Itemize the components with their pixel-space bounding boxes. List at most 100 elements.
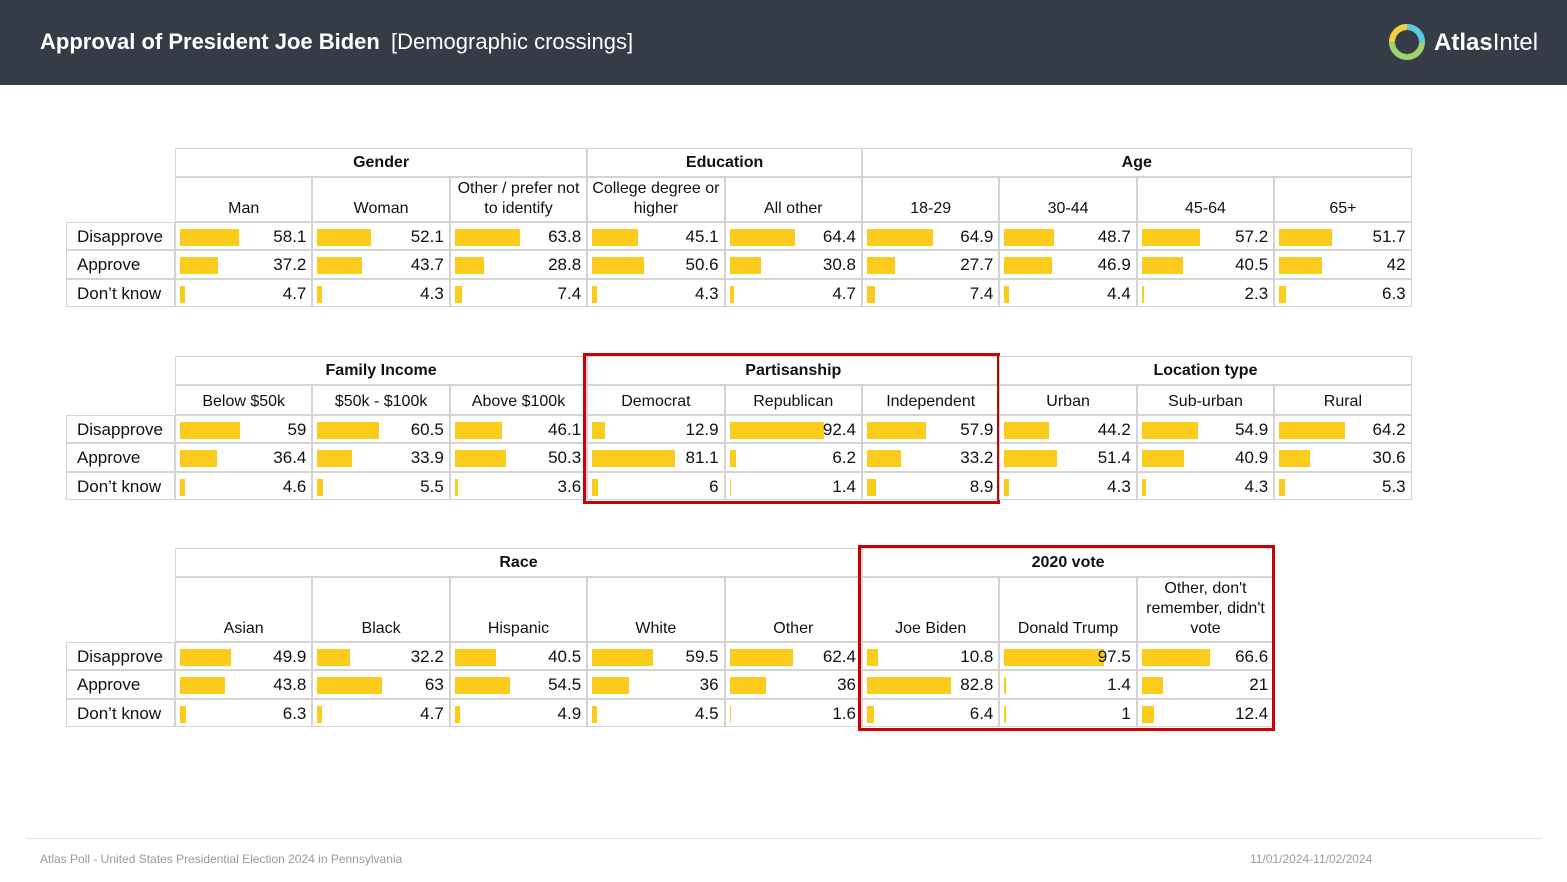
value-bar <box>729 422 824 439</box>
value-label: 4.3 <box>1107 476 1131 496</box>
data-cell: 32.2 <box>312 642 450 671</box>
value-label: 64.2 <box>1372 420 1406 439</box>
value-label: 36.4 <box>273 448 307 468</box>
data-cell: 92.4 <box>724 415 862 444</box>
value-bar <box>1004 257 1053 275</box>
value-bar <box>317 677 382 695</box>
value-label: 44.2 <box>1097 420 1131 439</box>
column-header-45-64: 45-64 <box>1136 177 1275 222</box>
row-label-don-t-know: Don’t know <box>66 278 175 307</box>
value-bar <box>1004 478 1009 496</box>
column-label: Asian <box>223 620 264 637</box>
value-bar <box>1279 257 1323 275</box>
value-label: 3.6 <box>557 476 582 496</box>
value-bar <box>180 229 240 246</box>
value-bar <box>729 478 732 496</box>
value-label: 6 <box>709 476 719 496</box>
data-cell: 4.7 <box>175 278 313 307</box>
data-cell: 57.2 <box>1136 222 1275 251</box>
value-label: 81.1 <box>685 448 719 468</box>
data-cell: 63.8 <box>449 222 588 251</box>
value-bar <box>180 649 231 666</box>
value-bar <box>180 422 241 439</box>
value-label: 33.9 <box>410 448 444 468</box>
value-label: 4.3 <box>1244 476 1269 496</box>
value-label: 48.7 <box>1097 227 1131 246</box>
value-label: 43.8 <box>273 675 307 695</box>
value-label: 40.5 <box>548 647 582 666</box>
data-cell: 27.7 <box>862 250 1000 279</box>
data-cell: 81.1 <box>587 443 725 472</box>
column-label: Woman <box>353 200 409 217</box>
data-cell: 50.6 <box>587 250 725 279</box>
column-label: Democrat <box>621 393 691 410</box>
value-bar <box>729 450 736 468</box>
value-bar <box>1004 677 1006 695</box>
value-bar <box>867 478 877 496</box>
data-cell: 51.7 <box>1274 222 1412 251</box>
value-label: 28.8 <box>548 255 582 275</box>
value-bar <box>1004 649 1104 666</box>
value-bar <box>454 422 502 439</box>
row-label-don-t-know: Don’t know <box>66 471 175 500</box>
value-bar <box>592 705 597 723</box>
value-label: 58.1 <box>273 227 307 246</box>
column-header-other-prefer-not-to-identify: Other / prefer not to identify <box>449 177 588 222</box>
data-cell: 4.3 <box>312 278 450 307</box>
value-bar <box>592 677 629 695</box>
value-label: 2.3 <box>1244 283 1269 303</box>
column-label: Other / prefer not to identify <box>457 180 580 217</box>
value-label: 36 <box>699 675 719 695</box>
value-label: 62.4 <box>822 647 856 666</box>
data-cell: 42 <box>1274 250 1412 279</box>
column-header-woman: Woman <box>312 177 450 222</box>
value-bar <box>1141 229 1201 246</box>
value-bar <box>180 478 185 496</box>
value-label: 63.8 <box>548 227 582 246</box>
value-label: 60.5 <box>410 420 444 439</box>
data-cell: 54.5 <box>449 670 588 699</box>
column-header-urban: Urban <box>999 385 1137 415</box>
value-bar <box>317 285 322 303</box>
data-cell: 1 <box>999 698 1137 727</box>
data-cell: 30.6 <box>1274 443 1412 472</box>
brand-name-light: Intel <box>1492 29 1539 56</box>
value-label: 45.1 <box>685 227 719 246</box>
value-bar <box>867 422 927 439</box>
value-bar <box>592 649 653 666</box>
data-cell: 82.8 <box>862 670 1000 699</box>
column-header-white: White <box>587 577 725 642</box>
value-bar <box>317 478 323 496</box>
row-label-approve: Approve <box>66 443 175 472</box>
data-cell: 4.6 <box>175 471 313 500</box>
value-bar <box>867 257 896 275</box>
value-bar <box>1279 422 1345 439</box>
data-cell: 33.2 <box>862 443 1000 472</box>
value-bar <box>454 677 511 695</box>
value-bar <box>454 285 463 303</box>
column-label: 45-64 <box>1185 200 1226 217</box>
value-label: 5.3 <box>1381 476 1406 496</box>
value-label: 51.4 <box>1097 448 1131 468</box>
value-label: 4.7 <box>420 703 444 723</box>
value-bar <box>1279 450 1311 468</box>
data-cell: 1.6 <box>724 698 862 727</box>
data-cell: 12.4 <box>1136 698 1275 727</box>
column-label: Black <box>361 620 401 637</box>
data-cell: 66.6 <box>1136 642 1275 671</box>
data-cell: 6.3 <box>175 698 313 727</box>
value-bar <box>729 285 735 303</box>
data-cell: 63 <box>312 670 450 699</box>
value-label: 64.9 <box>960 227 994 246</box>
data-cell: 4.9 <box>449 698 588 727</box>
value-label: 97.5 <box>1097 647 1131 666</box>
data-cell: 52.1 <box>312 222 450 251</box>
value-label: 5.5 <box>420 476 444 496</box>
data-cell: 30.8 <box>724 250 862 279</box>
column-label: College degree or higher <box>592 180 720 217</box>
data-cell: 21 <box>1136 670 1275 699</box>
column-label: Urban <box>1046 393 1090 410</box>
column-header-joe-biden: Joe Biden <box>862 577 1000 642</box>
column-header-other: Other <box>724 577 862 642</box>
atlasintel-logo-icon <box>1389 24 1425 60</box>
